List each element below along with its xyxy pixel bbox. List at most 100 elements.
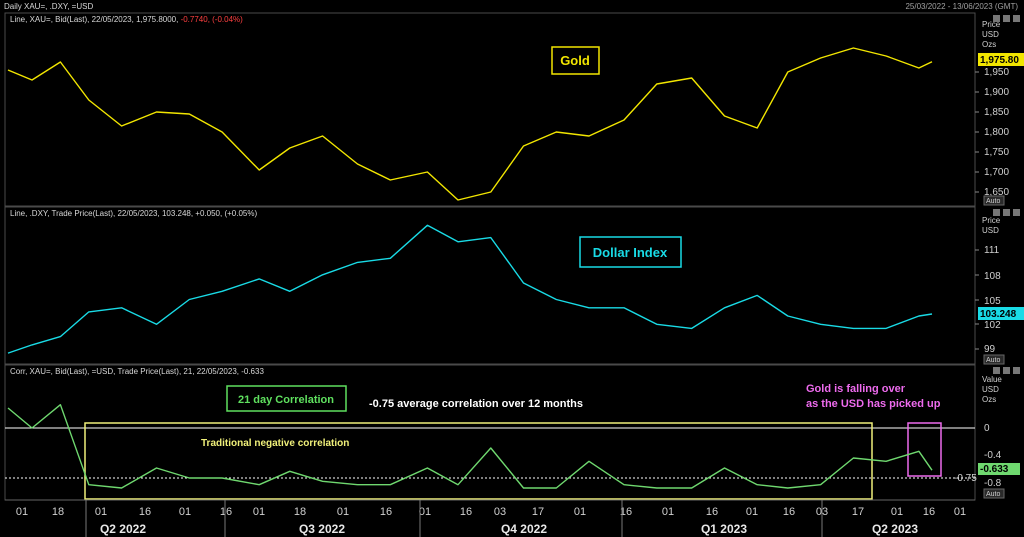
corr-axis-title-2: USD xyxy=(982,385,999,394)
x-tick-label: 16 xyxy=(783,506,795,518)
x-quarter-label: Q2 2022 xyxy=(100,522,146,536)
recent-divergence-box xyxy=(907,422,942,477)
gold-axis-title-3: Ozs xyxy=(982,40,996,49)
dxy-label-box: Dollar Index xyxy=(579,236,682,268)
svg-text:103.248: 103.248 xyxy=(980,309,1017,320)
x-tick-label: 01 xyxy=(253,506,265,518)
gold-falling-note-line1: Gold is falling over xyxy=(806,383,906,395)
gold-label-box: Gold xyxy=(551,46,600,75)
x-quarter-label: Q2 2023 xyxy=(872,522,918,536)
dxy-legend: Line, .DXY, Trade Price(Last), 22/05/202… xyxy=(10,209,257,218)
corr-last-value-badge: -0.633 xyxy=(978,463,1020,475)
dxy-tick-marks xyxy=(975,249,979,350)
x-tick-label: 01 xyxy=(574,506,586,518)
corr-tick-0-4: -0.4 xyxy=(984,450,1002,461)
gold-axis-title-2: USD xyxy=(982,30,999,39)
gold-label: Gold xyxy=(560,53,590,68)
dxy-tick-108: 108 xyxy=(984,271,1001,282)
x-quarter-label: Q1 2023 xyxy=(701,522,747,536)
gold-tick-1900: 1,900 xyxy=(984,87,1009,98)
dxy-line xyxy=(7,224,933,354)
chart-header-title: Daily XAU=, .DXY, =USD xyxy=(4,2,94,11)
x-tick-label: 18 xyxy=(52,506,64,518)
x-tick-label: 16 xyxy=(380,506,392,518)
dxy-axis-title-2: USD xyxy=(982,226,999,235)
x-tick-label: 16 xyxy=(460,506,472,518)
dxy-last-value-badge: 103.248 xyxy=(978,307,1024,320)
x-tick-label: 01 xyxy=(16,506,28,518)
x-tick-label: 18 xyxy=(294,506,306,518)
dxy-y-ticks: 111 108 105 102 99 xyxy=(984,245,1001,355)
gold-tick-marks xyxy=(975,71,979,193)
x-axis: 01 18 01 16 01 16 01 18 01 16 01 16 03 17 01 16 01 16 01 16… xyxy=(5,499,975,537)
x-tick-label: 16 xyxy=(220,506,232,518)
x-tick-label: 01 xyxy=(179,506,191,518)
corr-axis-title-3: Ozs xyxy=(982,395,996,404)
x-tick-label: 01 xyxy=(95,506,107,518)
corr-tick-0: 0 xyxy=(984,423,990,434)
avg-correlation-note: -0.75 average correlation over 12 months xyxy=(369,398,583,410)
gold-tick-1700: 1,700 xyxy=(984,167,1009,178)
gold-tick-1850: 1,850 xyxy=(984,107,1009,118)
corr-y-ticks: 0 -0.4 -0.75 -0.8 xyxy=(954,423,1002,489)
dxy-series xyxy=(7,224,933,354)
corr-label-box: 21 day Correlation xyxy=(226,385,347,412)
x-quarter-label: Q3 2022 xyxy=(299,522,345,536)
svg-text:Auto: Auto xyxy=(986,491,1001,498)
corr-line xyxy=(7,404,933,489)
svg-text:-0.633: -0.633 xyxy=(980,464,1009,475)
dxy-tick-99: 99 xyxy=(984,344,996,355)
x-tick-label: 01 xyxy=(891,506,903,518)
gold-panel-frame xyxy=(4,12,976,207)
traditional-correlation-box xyxy=(84,422,873,500)
gold-series xyxy=(7,47,933,201)
x-tick-label: 01 xyxy=(954,506,966,518)
dxy-tick-105: 105 xyxy=(984,296,1001,307)
dxy-panel-controls[interactable] xyxy=(993,209,1020,216)
corr-auto-button[interactable]: Auto xyxy=(983,488,1005,499)
gold-falling-note-line2: as the USD has picked up xyxy=(806,398,941,410)
x-tick-label: 16 xyxy=(923,506,935,518)
x-tick-label: 03 xyxy=(494,506,506,518)
corr-panel-controls[interactable] xyxy=(993,367,1020,374)
gold-last-value-badge: 1,975.80 xyxy=(978,53,1024,66)
x-tick-label: 16 xyxy=(706,506,718,518)
gold-tick-1800: 1,800 xyxy=(984,127,1009,138)
svg-text:1,975.80: 1,975.80 xyxy=(980,55,1019,66)
svg-text:Auto: Auto xyxy=(986,357,1001,364)
dxy-panel-frame xyxy=(4,206,976,365)
x-quarter-label: Q4 2022 xyxy=(501,522,547,536)
dxy-tick-102: 102 xyxy=(984,320,1001,331)
dxy-label: Dollar Index xyxy=(593,245,668,260)
dxy-axis-title-1: Price xyxy=(982,216,1001,225)
corr-legend: Corr, XAU=, Bid(Last), =USD, Trade Price… xyxy=(10,367,264,376)
gold-line xyxy=(7,47,933,201)
corr-axis-title-1: Value xyxy=(982,375,1002,384)
x-tick-label: 01 xyxy=(419,506,431,518)
gold-tick-1650: 1,650 xyxy=(984,187,1009,198)
svg-text:Auto: Auto xyxy=(986,198,1001,205)
x-tick-label: 17 xyxy=(852,506,864,518)
x-tick-label: 01 xyxy=(746,506,758,518)
x-tick-label: 16 xyxy=(620,506,632,518)
gold-auto-button[interactable]: Auto xyxy=(983,195,1005,206)
gold-tick-1750: 1,750 xyxy=(984,147,1009,158)
chart-date-range: 25/03/2022 - 13/06/2023 (GMT) xyxy=(905,2,1018,11)
corr-tick-0-8: -0.8 xyxy=(984,478,1002,489)
gold-legend: Line, XAU=, Bid(Last), 22/05/2023, 1,975… xyxy=(10,15,243,24)
x-tick-label: 16 xyxy=(139,506,151,518)
corr-series xyxy=(7,404,933,489)
corr-label: 21 day Correlation xyxy=(238,394,334,406)
dxy-tick-111: 111 xyxy=(984,245,1000,256)
dxy-auto-button[interactable]: Auto xyxy=(983,354,1005,365)
gold-y-ticks: 1,950 1,900 1,850 1,800 1,750 1,700 1,65… xyxy=(984,67,1009,198)
gold-panel-controls[interactable] xyxy=(993,15,1020,22)
x-tick-label: 01 xyxy=(662,506,674,518)
traditional-correlation-note: Traditional negative correlation xyxy=(201,438,349,449)
x-tick-label: 17 xyxy=(532,506,544,518)
x-tick-label: 01 xyxy=(337,506,349,518)
gold-axis-title-1: Price xyxy=(982,20,1001,29)
gold-tick-1950: 1,950 xyxy=(984,67,1009,78)
